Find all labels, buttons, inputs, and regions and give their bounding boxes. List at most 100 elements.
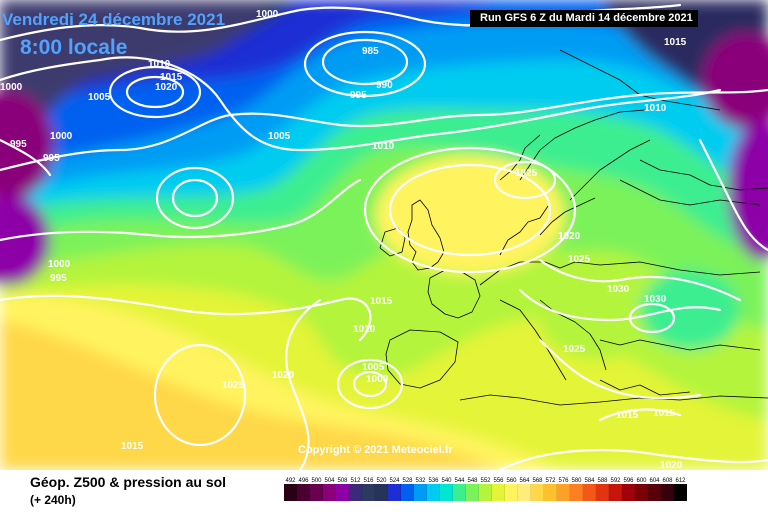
color-scale-swatch bbox=[583, 484, 596, 501]
weather-map: 1000 985 1015 1010 1015 1020 990 1005 99… bbox=[0, 0, 768, 470]
color-scale-swatch bbox=[453, 484, 466, 501]
isobar-label: 1030 bbox=[607, 284, 630, 295]
color-scale-label: 516 bbox=[363, 478, 374, 484]
color-scale-label: 500 bbox=[311, 478, 322, 484]
color-scale-label: 600 bbox=[636, 478, 647, 484]
color-scale: 492 496 500 504 508 512 516 520 524 528 532 536 540 5… bbox=[284, 478, 752, 506]
color-scale-swatch bbox=[648, 484, 661, 501]
color-scale-swatch bbox=[609, 484, 622, 501]
color-scale-swatch bbox=[518, 484, 531, 501]
color-scale-label: 580 bbox=[571, 478, 582, 484]
color-scale-swatch bbox=[349, 484, 362, 501]
model-run-info: Run GFS 6 Z du Mardi 14 décembre 2021 bbox=[470, 10, 698, 27]
color-scale-label: 548 bbox=[467, 478, 478, 484]
color-scale-swatch bbox=[544, 484, 557, 501]
isobar-label: 1015 bbox=[160, 72, 183, 83]
color-scale-swatch bbox=[310, 484, 323, 501]
color-scale-swatch bbox=[674, 484, 687, 501]
color-scale-label: 584 bbox=[584, 478, 595, 484]
color-scale-label: 544 bbox=[454, 478, 465, 484]
isobar-label: 985 bbox=[362, 46, 379, 57]
color-scale-swatch bbox=[466, 484, 479, 501]
isobar-label: 995 bbox=[350, 90, 367, 101]
color-scale-label: 604 bbox=[649, 478, 660, 484]
forecast-lead-time: (+ 240h) bbox=[30, 493, 76, 507]
color-scale-swatch bbox=[440, 484, 453, 501]
isobar-label: 1000 bbox=[256, 9, 279, 20]
color-scale-label: 596 bbox=[623, 478, 634, 484]
copyright-notice: Copyright © 2021 Meteociel.fr bbox=[298, 444, 453, 456]
color-scale-swatch bbox=[297, 484, 310, 501]
isobar-label: 1010 bbox=[148, 59, 171, 70]
color-scale-label: 520 bbox=[376, 478, 387, 484]
forecast-date: Vendredi 24 décembre 2021 bbox=[2, 10, 226, 29]
color-scale-swatch bbox=[492, 484, 505, 501]
color-scale-swatch bbox=[284, 484, 297, 501]
color-scale-swatch bbox=[427, 484, 440, 501]
isobar-label: 1025 bbox=[222, 380, 245, 391]
color-scale-swatches bbox=[284, 484, 752, 501]
isobar-label: 1005 bbox=[362, 362, 385, 373]
isobar-label: 1010 bbox=[353, 324, 376, 335]
color-scale-swatch bbox=[479, 484, 492, 501]
color-scale-swatch bbox=[596, 484, 609, 501]
color-scale-label: 512 bbox=[350, 478, 361, 484]
isobar-label: 1020 bbox=[155, 82, 178, 93]
isobar-label: 995 bbox=[43, 153, 60, 164]
color-scale-swatch bbox=[362, 484, 375, 501]
color-scale-label: 528 bbox=[402, 478, 413, 484]
color-scale-swatch bbox=[570, 484, 583, 501]
color-scale-label: 504 bbox=[324, 478, 335, 484]
color-scale-label: 492 bbox=[285, 478, 296, 484]
color-scale-swatch bbox=[622, 484, 635, 501]
isobar-label: 1000 bbox=[48, 259, 71, 270]
color-scale-label: 536 bbox=[428, 478, 439, 484]
isobar-label: 995 bbox=[10, 139, 27, 150]
color-scale-label: 612 bbox=[675, 478, 686, 484]
isobar-label: 1015 bbox=[664, 37, 687, 48]
color-scale-label: 564 bbox=[519, 478, 530, 484]
color-scale-label: 508 bbox=[337, 478, 348, 484]
color-scale-label: 588 bbox=[597, 478, 608, 484]
isobar-label: 1015 bbox=[653, 408, 676, 419]
color-scale-label: 532 bbox=[415, 478, 426, 484]
color-scale-label: 608 bbox=[662, 478, 673, 484]
isobar-label: 1005 bbox=[88, 92, 111, 103]
isobar-label: 1000 bbox=[50, 131, 73, 142]
geopotential-field bbox=[0, 0, 768, 470]
color-scale-label: 576 bbox=[558, 478, 569, 484]
isobar-label: 1005 bbox=[268, 131, 291, 142]
color-scale-label: 572 bbox=[545, 478, 556, 484]
color-scale-swatch bbox=[505, 484, 518, 501]
isobar-labels: 1000 985 1015 1010 1015 1020 990 1005 99… bbox=[0, 9, 687, 470]
color-scale-swatch bbox=[557, 484, 570, 501]
isobar-label: 1010 bbox=[372, 141, 395, 152]
color-scale-label: 540 bbox=[441, 478, 452, 484]
isobar-label: 1015 bbox=[370, 296, 393, 307]
isobar-label: 1020 bbox=[660, 460, 683, 470]
color-scale-label: 496 bbox=[298, 478, 309, 484]
color-scale-label: 592 bbox=[610, 478, 621, 484]
isobar-label: 1000 bbox=[366, 374, 389, 385]
color-scale-label: 556 bbox=[493, 478, 504, 484]
color-scale-label: 524 bbox=[389, 478, 400, 484]
isobar-label: 1025 bbox=[568, 254, 591, 265]
color-scale-label: 568 bbox=[532, 478, 543, 484]
forecast-hour: 8:00 locale bbox=[20, 36, 128, 59]
parameter-title: Géop. Z500 & pression au sol bbox=[30, 474, 227, 490]
color-scale-label: 560 bbox=[506, 478, 517, 484]
color-scale-swatch bbox=[635, 484, 648, 501]
isobar-label: 1030 bbox=[644, 294, 667, 305]
color-scale-swatch bbox=[401, 484, 414, 501]
color-scale-label: 552 bbox=[480, 478, 491, 484]
isobar-label: 1015 bbox=[121, 441, 144, 452]
color-scale-swatch bbox=[388, 484, 401, 501]
isobar-label: 1020 bbox=[558, 231, 581, 242]
isobar-label: 1000 bbox=[0, 82, 23, 93]
isobar-label: 1025 bbox=[563, 344, 586, 355]
color-scale-swatch bbox=[336, 484, 349, 501]
color-scale-swatch bbox=[661, 484, 674, 501]
isobar-label: 995 bbox=[50, 273, 67, 284]
color-scale-swatch bbox=[414, 484, 427, 501]
color-scale-swatch bbox=[375, 484, 388, 501]
